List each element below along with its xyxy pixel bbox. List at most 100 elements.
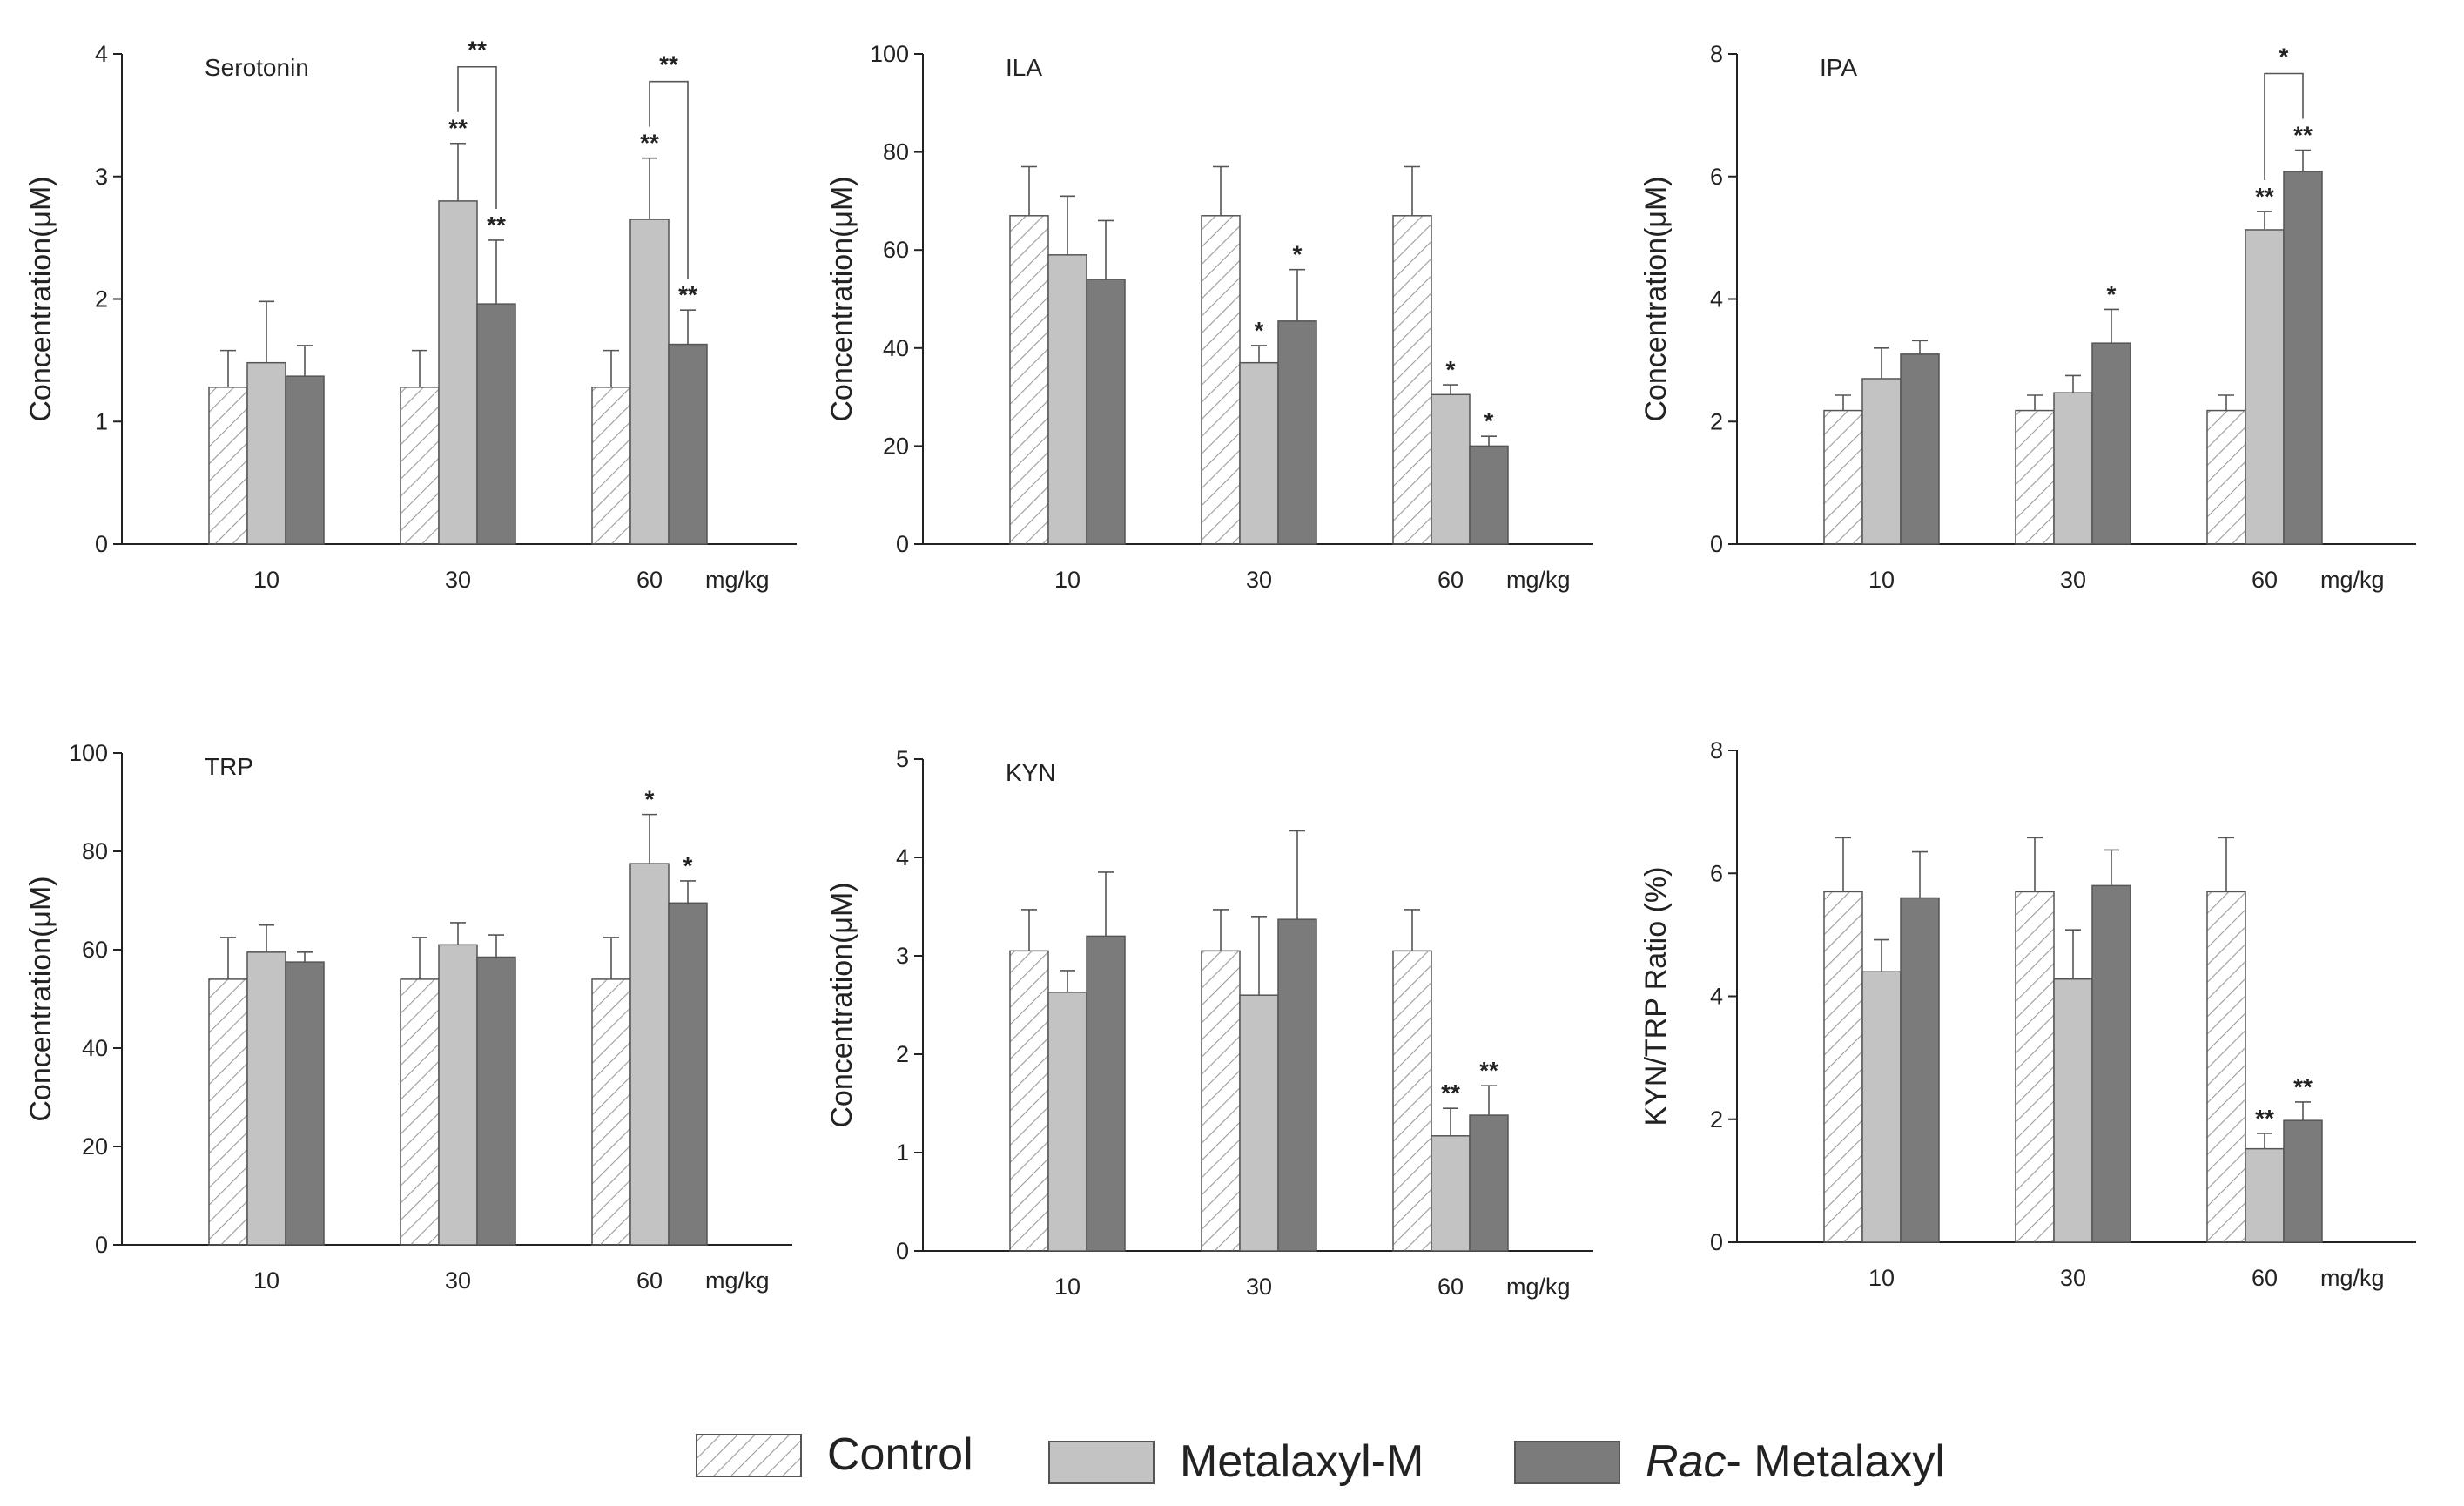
significance-mark: ** [640,130,659,157]
bar-control [1009,215,1049,545]
chart-title: Serotonin [205,54,309,81]
significance-mark: * [645,786,655,813]
bar-rac-metalaxyl [1900,897,1940,1243]
y-tick-label: 2 [1710,408,1723,434]
bar-control [1392,950,1432,1252]
x-tick-label: 30 [1246,567,1272,593]
bar-rac-metalaxyl [2283,171,2323,545]
y-tick-label: 8 [1710,41,1723,67]
comparison-bracket [649,80,689,279]
bracket-significance-mark: * [2279,43,2289,70]
y-tick-label: 3 [95,164,108,190]
x-tick-label: 10 [1868,1265,1895,1291]
y-axis-title: KYN/TRP Ratio (%) [1639,867,1673,1126]
bar-rac-metalaxyl [2091,342,2131,545]
x-unit-label: mg/kg [705,1267,770,1294]
y-tick-label: 4 [896,844,909,871]
bar-metalaxyl-m [246,361,286,545]
x-tick-label: 10 [1868,567,1895,593]
bar-rac-metalaxyl [285,961,325,1246]
bar-metalaxyl-m [1431,1135,1471,1252]
bar-metalaxyl-m [1239,994,1279,1252]
chart-panel-4: 0 20 40 60 80 100 Concentration(μM) TRP 10 30 * * 60… [24,740,792,1294]
y-tick-label: 6 [1710,164,1723,190]
y-tick-label: 4 [1710,286,1723,313]
bar-rac-metalaxyl [1277,320,1317,545]
y-tick-label: 2 [896,1041,909,1067]
y-axis-title: Concentration(μM) [825,176,858,421]
y-tick-label: 40 [883,335,909,361]
bar-control [1009,950,1049,1252]
significance-mark: * [1255,317,1264,344]
y-axis-title: Concentration(μM) [825,882,858,1127]
bar-rac-metalaxyl [1086,279,1126,545]
y-tick-label: 0 [1710,531,1723,557]
chart-panel-2: 0 20 40 60 80 100 Concentration(μM) ILA 10 * * 30 * *… [825,41,1593,593]
x-tick-label: 60 [1437,1274,1464,1300]
bar-control [1201,950,1241,1252]
bar-metalaxyl-m [629,219,670,545]
y-tick-label: 3 [896,943,909,969]
chart-title: IPA [1820,54,1857,81]
bar-metalaxyl-m [246,951,286,1246]
bar-metalaxyl-m [2245,1147,2285,1243]
significance-mark: ** [2255,1105,2274,1132]
bar-rac-metalaxyl [476,956,516,1246]
bar-control [2015,409,2055,545]
bar-metalaxyl-m [1861,378,1902,545]
x-tick-label: 30 [2060,1265,2086,1291]
bar-rac-metalaxyl [668,902,708,1246]
chart-panels: 01234Concentration(μM)Serotonin10****30*… [24,37,2416,1300]
legend-label-control: Control [827,1429,973,1480]
bar-rac-metalaxyl [1469,1114,1509,1252]
bar-control [400,387,440,545]
significance-mark: * [1293,241,1303,268]
significance-mark: ** [1479,1057,1498,1084]
bar-rac-metalaxyl [2091,884,2131,1243]
bar-metalaxyl-m [2053,978,2093,1243]
bar-control [2015,891,2055,1243]
x-tick-label: 30 [445,1267,471,1294]
y-tick-label: 4 [1710,984,1723,1010]
x-unit-label: mg/kg [2320,567,2385,593]
significance-mark: * [1484,407,1494,434]
y-tick-label: 80 [82,838,108,864]
bar-control [1201,215,1241,545]
x-tick-label: 60 [1437,567,1464,593]
significance-mark: * [1446,356,1456,383]
bar-control [1823,891,1863,1243]
y-tick-label: 20 [883,433,909,459]
legend-swatch-rac-metalaxyl [1514,1441,1620,1484]
chart-panel-3: 0 2 4 6 8 Concentration(μM) IPA 10 * 30 ** ** 60 mg/k… [1639,41,2416,593]
y-axis-title: Concentration(μM) [24,176,57,421]
x-tick-label: 60 [2252,567,2278,593]
bar-rac-metalaxyl [668,343,708,545]
chart-panel-5: 0 1 2 3 4 5 Concentration(μM) KYN 10 30 ** ** 60 mg/k… [825,746,1593,1300]
legend-item-rac-metalaxyl: Rac- Metalaxyl [1514,1436,1945,1487]
bar-control [400,978,440,1246]
chart-title: KYN [1006,759,1056,786]
x-tick-label: 10 [253,567,279,593]
legend-swatch-metalaxyl-m [1048,1441,1155,1484]
x-unit-label: mg/kg [2320,1265,2385,1291]
significance-mark: ** [1441,1079,1460,1106]
y-tick-label: 2 [1710,1106,1723,1133]
y-tick-label: 60 [82,937,108,963]
x-tick-label: 60 [636,1267,663,1294]
x-unit-label: mg/kg [1506,1274,1571,1300]
significance-mark: * [2107,280,2117,307]
x-tick-label: 10 [253,1267,279,1294]
y-tick-label: 2 [95,286,108,313]
bar-rac-metalaxyl [476,303,516,545]
y-tick-label: 0 [896,1238,909,1264]
legend-label-rac-metalaxyl: Rac- Metalaxyl [1646,1436,1945,1487]
bar-control [591,978,631,1246]
y-tick-label: 20 [82,1133,108,1160]
bar-metalaxyl-m [1239,361,1279,545]
comparison-bracket [2264,72,2304,180]
y-axis-title: Concentration(μM) [24,876,57,1121]
bracket-significance-mark: ** [468,37,487,64]
chart-panel-1: 0 1 2 3 4 Concentration(μM) Serotonin 10 ** ** 30 *… [24,37,797,593]
y-axis-title: Concentration(μM) [1639,176,1673,421]
